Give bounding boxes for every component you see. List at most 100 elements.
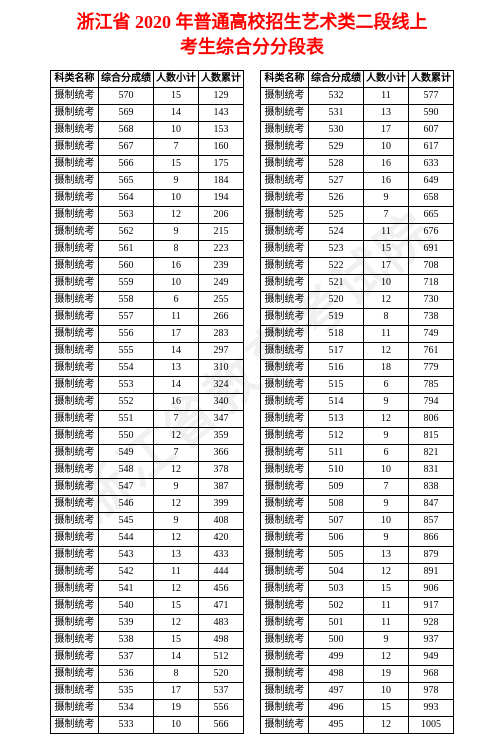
cell-score: 556	[99, 326, 154, 343]
cell-cumulative: 566	[199, 717, 244, 734]
cell-cumulative: 794	[409, 394, 454, 411]
cell-score: 514	[309, 394, 364, 411]
table-row: 摄制统考52716649	[261, 173, 454, 190]
cell-category: 摄制统考	[51, 292, 99, 309]
cell-score: 541	[99, 581, 154, 598]
cell-category: 摄制统考	[261, 173, 309, 190]
cell-cumulative: 708	[409, 258, 454, 275]
cell-cumulative: 891	[409, 564, 454, 581]
table-row: 摄制统考53113590	[261, 105, 454, 122]
score-table-right: 科类名称 综合分成绩 人数小计 人数累计 摄制统考53211577摄制统考531…	[260, 70, 454, 734]
table-header-row: 科类名称 综合分成绩 人数小计 人数累计	[261, 71, 454, 88]
table-header-row: 科类名称 综合分成绩 人数小计 人数累计	[51, 71, 244, 88]
cell-category: 摄制统考	[51, 275, 99, 292]
cell-count: 15	[154, 156, 199, 173]
cell-count: 13	[154, 547, 199, 564]
table-row: 摄制统考5677160	[51, 139, 244, 156]
cell-cumulative: 590	[409, 105, 454, 122]
cell-cumulative: 420	[199, 530, 244, 547]
cell-cumulative: 297	[199, 343, 244, 360]
cell-cumulative: 649	[409, 173, 454, 190]
cell-category: 摄制统考	[51, 445, 99, 462]
cell-score: 503	[309, 581, 364, 598]
cell-category: 摄制统考	[261, 343, 309, 360]
table-row: 摄制统考49615993	[261, 700, 454, 717]
cell-count: 9	[364, 496, 409, 513]
cell-count: 19	[364, 666, 409, 683]
cell-cumulative: 498	[199, 632, 244, 649]
cell-cumulative: 206	[199, 207, 244, 224]
cell-score: 540	[99, 598, 154, 615]
cell-category: 摄制统考	[261, 105, 309, 122]
cell-cumulative: 175	[199, 156, 244, 173]
cell-score: 521	[309, 275, 364, 292]
cell-score: 526	[309, 190, 364, 207]
table-row: 摄制统考55514297	[51, 343, 244, 360]
cell-category: 摄制统考	[261, 394, 309, 411]
cell-category: 摄制统考	[51, 207, 99, 224]
cell-score: 511	[309, 445, 364, 462]
table-row: 摄制统考51712761	[261, 343, 454, 360]
table-row: 摄制统考54412420	[51, 530, 244, 547]
cell-category: 摄制统考	[261, 241, 309, 258]
cell-cumulative: 129	[199, 88, 244, 105]
cell-score: 520	[309, 292, 364, 309]
header-cumulative: 人数累计	[199, 71, 244, 88]
cell-category: 摄制统考	[261, 462, 309, 479]
cell-category: 摄制统考	[261, 513, 309, 530]
cell-category: 摄制统考	[261, 292, 309, 309]
cell-score: 554	[99, 360, 154, 377]
cell-category: 摄制统考	[51, 156, 99, 173]
cell-cumulative: 255	[199, 292, 244, 309]
table-row: 摄制统考56410194	[51, 190, 244, 207]
table-row: 摄制统考56810153	[51, 122, 244, 139]
table-row: 摄制统考51010831	[261, 462, 454, 479]
cell-category: 摄制统考	[51, 360, 99, 377]
cell-count: 14	[154, 105, 199, 122]
cell-category: 摄制统考	[51, 411, 99, 428]
cell-cumulative: 249	[199, 275, 244, 292]
cell-count: 13	[154, 360, 199, 377]
table-row: 摄制统考55216340	[51, 394, 244, 411]
cell-cumulative: 928	[409, 615, 454, 632]
cell-score: 516	[309, 360, 364, 377]
cell-cumulative: 831	[409, 462, 454, 479]
cell-category: 摄制统考	[261, 377, 309, 394]
cell-count: 12	[154, 462, 199, 479]
cell-count: 11	[364, 224, 409, 241]
cell-cumulative: 310	[199, 360, 244, 377]
cell-score: 500	[309, 632, 364, 649]
cell-cumulative: 806	[409, 411, 454, 428]
cell-cumulative: 340	[199, 394, 244, 411]
cell-category: 摄制统考	[51, 598, 99, 615]
cell-cumulative: 577	[409, 88, 454, 105]
table-row: 摄制统考5586255	[51, 292, 244, 309]
table-row: 摄制统考49819968	[261, 666, 454, 683]
cell-cumulative: 399	[199, 496, 244, 513]
cell-category: 摄制统考	[261, 88, 309, 105]
table-row: 摄制统考54015471	[51, 598, 244, 615]
cell-count: 12	[154, 207, 199, 224]
table-row: 摄制统考50412891	[261, 564, 454, 581]
cell-count: 10	[364, 462, 409, 479]
cell-count: 9	[154, 173, 199, 190]
cell-cumulative: 718	[409, 275, 454, 292]
cell-category: 摄制统考	[261, 224, 309, 241]
cell-score: 507	[309, 513, 364, 530]
cell-category: 摄制统考	[261, 139, 309, 156]
table-row: 摄制统考50513879	[261, 547, 454, 564]
cell-count: 15	[364, 241, 409, 258]
cell-score: 529	[309, 139, 364, 156]
cell-count: 13	[364, 547, 409, 564]
cell-score: 550	[99, 428, 154, 445]
cell-count: 9	[154, 479, 199, 496]
cell-category: 摄制统考	[261, 326, 309, 343]
cell-score: 527	[309, 173, 364, 190]
cell-count: 12	[364, 292, 409, 309]
cell-score: 532	[309, 88, 364, 105]
cell-count: 10	[154, 717, 199, 734]
cell-count: 11	[364, 598, 409, 615]
cell-cumulative: 471	[199, 598, 244, 615]
cell-category: 摄制统考	[261, 649, 309, 666]
cell-score: 506	[309, 530, 364, 547]
